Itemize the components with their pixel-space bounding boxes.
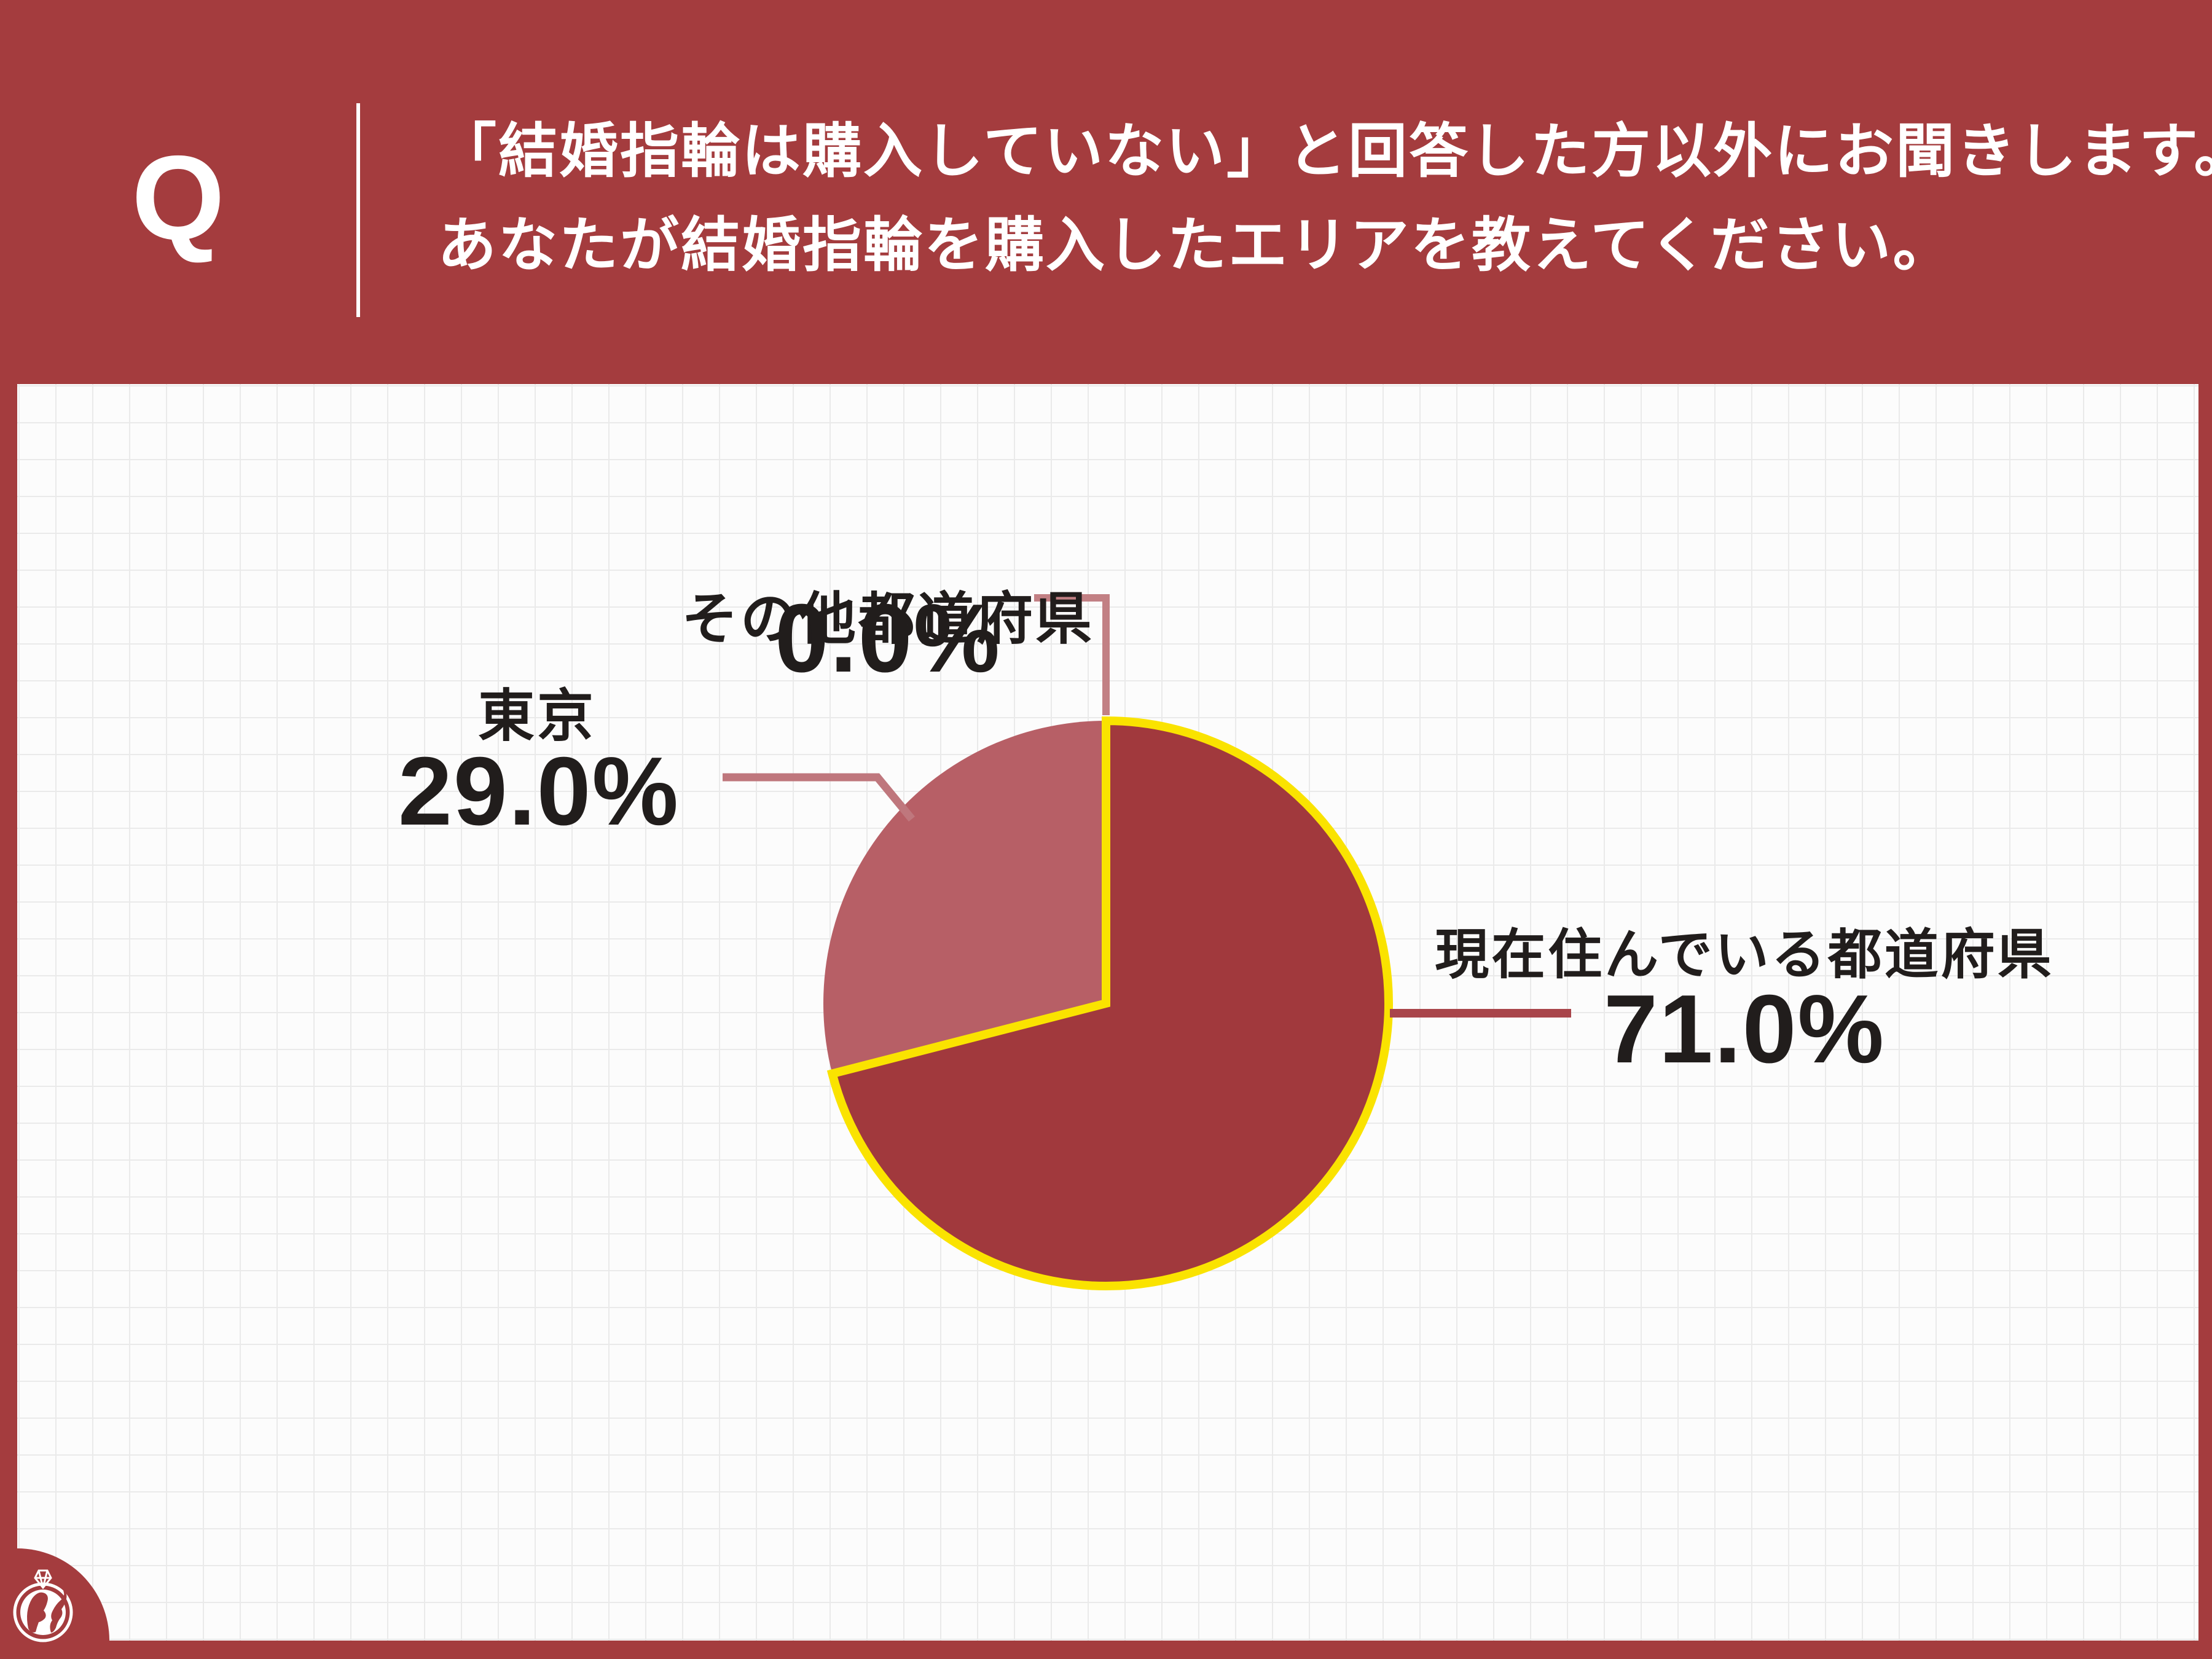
callout-line-other — [1034, 594, 1110, 715]
question-line-2: あなたが結婚指輪を購入したエリアを教えてください。 — [437, 213, 1954, 278]
question-mark-label: Q — [131, 131, 225, 265]
pie-label-current: 現在住んでいる都道府県 — [1435, 924, 2054, 985]
question-text: 「結婚指輪は購入していない」と回答した方以外にお聞きします。 あなたが結婚指輪を… — [437, 104, 2212, 292]
question-line-1: 「結婚指輪は購入していない」と回答した方以外にお聞きします。 — [437, 119, 2212, 184]
diamond-icon — [34, 1569, 52, 1590]
groom-silhouette-icon — [50, 1591, 67, 1633]
header-divider — [356, 103, 360, 317]
pie-label-other: その他都道府県 — [681, 588, 1094, 651]
pie-slice-tokyo — [823, 721, 1106, 1074]
pie-slice-current — [826, 716, 1393, 1290]
pie-value-current: 71.0% — [1603, 975, 1885, 1083]
header-banner: Q 「結婚指輪は購入していない」と回答した方以外にお聞きします。 あなたが結婚指… — [0, 0, 2212, 384]
bride-silhouette-icon — [27, 1592, 48, 1633]
pie-value-tokyo: 29.0% — [398, 737, 680, 845]
wedding-ring-logo — [13, 1569, 73, 1642]
callout-line-tokyo — [723, 773, 916, 822]
pie-value-other: 0.0% — [774, 584, 1002, 692]
pie-label-tokyo: 東京 — [477, 685, 596, 748]
pie-chart — [823, 716, 1393, 1290]
